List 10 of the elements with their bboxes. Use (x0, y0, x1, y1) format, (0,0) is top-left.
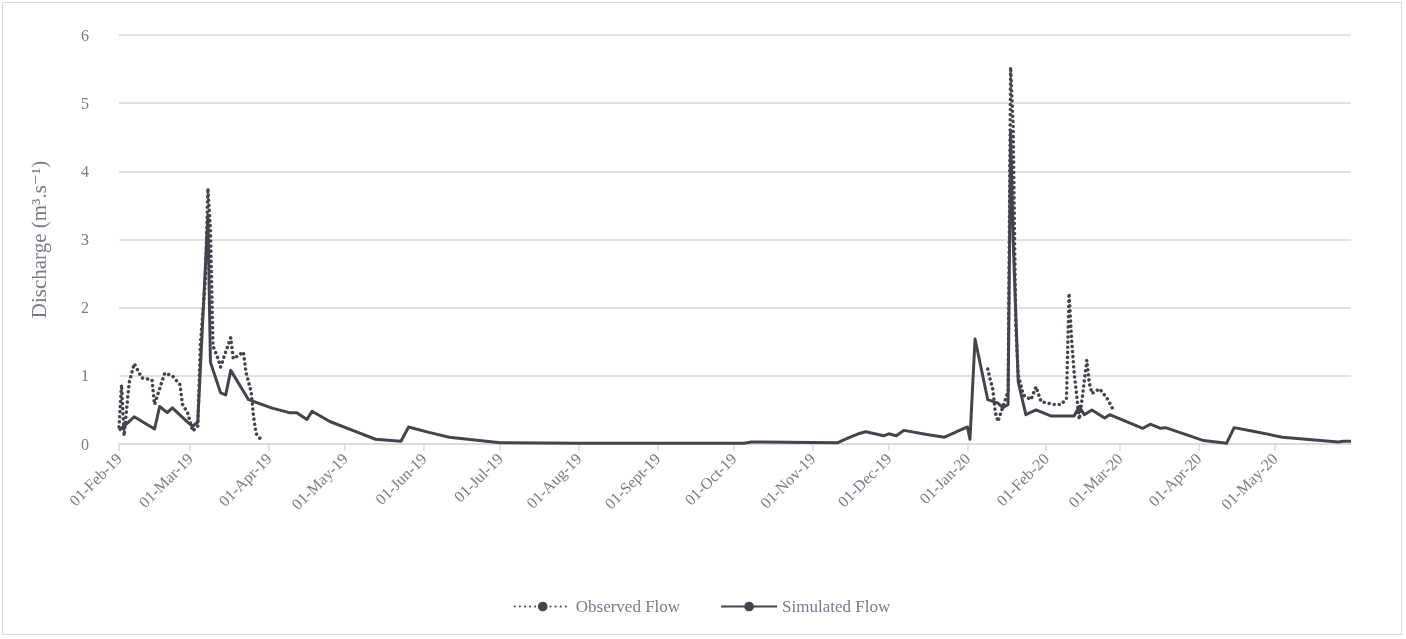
legend-label: Simulated Flow (782, 597, 891, 616)
y-tick-label: 4 (81, 162, 89, 180)
y-tick-label: 0 (81, 435, 89, 453)
y-tick-label: 3 (81, 231, 89, 248)
legend-label: Observed Flow (575, 597, 681, 616)
y-tick-label: 5 (81, 94, 89, 112)
y-tick-label: 2 (81, 299, 89, 317)
y-axis-title: Discharge (m³.s⁻¹) (26, 160, 51, 319)
y-tick-label: 1 (81, 367, 89, 385)
y-tick-label: 6 (81, 26, 89, 44)
